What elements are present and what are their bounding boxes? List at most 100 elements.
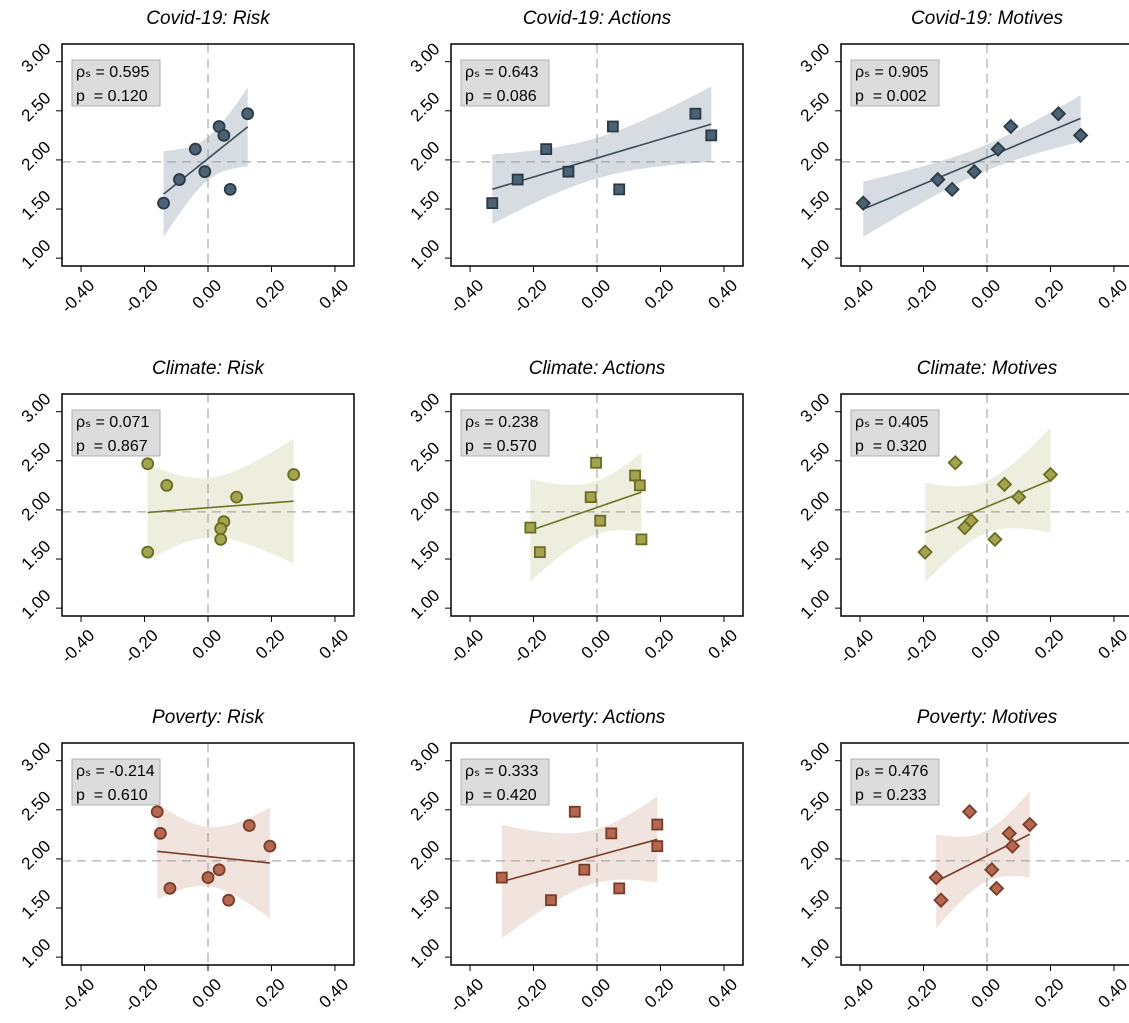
fit-line xyxy=(501,838,658,883)
panel-title: Climate: Risk xyxy=(152,358,265,379)
y-tick-label: 2.00 xyxy=(407,138,444,175)
point xyxy=(150,805,164,819)
panel-title: Poverty: Risk xyxy=(152,707,265,728)
fit-line xyxy=(862,117,1081,210)
point xyxy=(651,840,664,853)
point xyxy=(629,469,641,482)
point xyxy=(198,165,212,179)
point xyxy=(568,805,581,818)
annotation: p = 0.320 xyxy=(855,438,927,455)
y-tick-label: 1.00 xyxy=(18,586,55,623)
y-tick-label: 2.00 xyxy=(407,488,444,525)
y-tick-label: 1.00 xyxy=(18,236,55,273)
point xyxy=(633,479,646,492)
x-tick-label: -0.20 xyxy=(900,975,941,1016)
x-tick-label: 0.00 xyxy=(188,975,225,1012)
x-tick-label: 0.20 xyxy=(1031,626,1068,663)
point xyxy=(486,197,499,210)
x-tick-label: -0.20 xyxy=(121,626,162,667)
point xyxy=(545,894,557,907)
panel-title: Poverty: Actions xyxy=(529,707,666,728)
point xyxy=(613,882,626,895)
annotation: p = 0.002 xyxy=(855,88,927,105)
x-tick-label: 0.40 xyxy=(1094,626,1129,663)
point xyxy=(917,544,933,560)
fit-line xyxy=(492,123,712,190)
annotation: p = 0.610 xyxy=(76,787,148,804)
point xyxy=(1042,466,1059,483)
x-tick-label: 0.00 xyxy=(967,276,1004,313)
x-tick-label: 0.20 xyxy=(252,975,289,1012)
y-tick-label: 3.00 xyxy=(18,39,55,76)
panel: Climate: Risk -0.40 -0.20 0.00 0.20 0.40 1.00 1… xyxy=(18,358,355,667)
y-tick-label: 1.50 xyxy=(797,886,834,923)
annotation: p = 0.867 xyxy=(76,438,148,455)
point xyxy=(705,129,718,142)
point xyxy=(241,107,255,121)
panel: Poverty: Actions -0.40 -0.20 0.00 0.20 0.40 1.… xyxy=(407,707,744,1016)
x-tick-label: -0.20 xyxy=(900,276,941,317)
point xyxy=(961,803,978,820)
point xyxy=(511,173,524,186)
point xyxy=(242,819,256,832)
y-tick-label: 2.50 xyxy=(18,88,55,125)
y-tick-label: 3.00 xyxy=(18,738,55,775)
y-tick-label: 2.00 xyxy=(407,837,444,874)
y-tick-label: 1.00 xyxy=(797,236,834,273)
annotation: p = 0.120 xyxy=(76,88,148,105)
annotation: ρₛ = 0.238 xyxy=(465,414,538,431)
x-tick-label: -0.20 xyxy=(121,276,162,317)
panel-title: Covid-19: Motives xyxy=(911,8,1064,29)
point xyxy=(1072,127,1089,144)
y-tick-label: 3.00 xyxy=(797,738,834,775)
y-tick-label: 1.00 xyxy=(797,586,834,623)
y-tick-label: 1.00 xyxy=(407,236,444,273)
x-tick-label: 0.20 xyxy=(641,975,678,1012)
point xyxy=(987,531,1003,548)
annotation: ρₛ = 0.405 xyxy=(855,414,928,431)
point xyxy=(188,142,202,156)
point xyxy=(524,521,537,534)
y-tick-label: 3.00 xyxy=(797,39,834,76)
x-tick-label: 0.20 xyxy=(252,626,289,663)
point xyxy=(141,545,155,559)
y-tick-label: 2.50 xyxy=(797,438,834,475)
point xyxy=(217,128,231,142)
y-tick-label: 1.50 xyxy=(407,886,444,923)
y-tick-label: 1.00 xyxy=(797,935,834,972)
annotation-box xyxy=(850,409,940,457)
y-tick-label: 2.00 xyxy=(797,138,834,175)
point xyxy=(990,141,1006,157)
y-tick-label: 2.50 xyxy=(18,787,55,824)
panel: Poverty: Motives -0.40 -0.20 0.00 0.20 0.40 1.… xyxy=(797,707,1129,1016)
point xyxy=(983,861,1000,878)
y-tick-label: 2.00 xyxy=(18,837,55,874)
y-tick-label: 1.50 xyxy=(797,537,834,574)
point xyxy=(495,871,508,884)
annotation: ρₛ = 0.333 xyxy=(465,763,538,780)
point xyxy=(1004,838,1021,854)
x-tick-label: 0.00 xyxy=(577,975,614,1012)
point xyxy=(590,456,602,469)
annotation: ρₛ = 0.476 xyxy=(855,763,928,780)
x-tick-label: 0.00 xyxy=(967,975,1004,1012)
point xyxy=(689,107,702,120)
y-tick-label: 2.50 xyxy=(407,88,444,125)
point xyxy=(578,863,591,876)
annotation: ρₛ = 0.643 xyxy=(465,64,538,81)
annotation: ρₛ = 0.905 xyxy=(855,64,928,81)
point xyxy=(562,165,575,178)
point xyxy=(214,522,228,535)
panel: Covid-19: Motives -0.40 -0.20 0.00 0.20 0.40 1… xyxy=(797,8,1129,317)
x-tick-label: 0.40 xyxy=(315,276,352,313)
point xyxy=(947,454,964,471)
x-tick-label: 0.40 xyxy=(1094,975,1129,1012)
point xyxy=(533,546,546,559)
panel: Poverty: Risk -0.40 -0.20 0.00 0.20 0.40 1.00 1… xyxy=(18,707,355,1016)
point xyxy=(605,827,618,840)
panel-title: Covid-19: Risk xyxy=(146,8,271,29)
y-tick-label: 1.50 xyxy=(407,537,444,574)
y-tick-label: 2.50 xyxy=(407,787,444,824)
point xyxy=(635,533,648,546)
